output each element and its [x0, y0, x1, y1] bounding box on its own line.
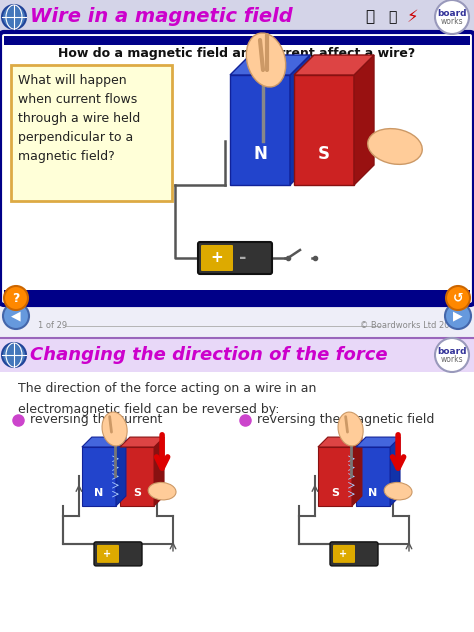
Ellipse shape	[368, 129, 422, 164]
FancyBboxPatch shape	[0, 0, 474, 34]
FancyBboxPatch shape	[120, 447, 154, 506]
FancyBboxPatch shape	[333, 545, 355, 563]
Text: Wire in a magnetic field: Wire in a magnetic field	[30, 8, 293, 27]
Circle shape	[435, 338, 469, 372]
FancyBboxPatch shape	[330, 542, 378, 566]
Text: 📖: 📖	[365, 9, 374, 25]
FancyBboxPatch shape	[82, 447, 116, 506]
Text: ⚡: ⚡	[406, 8, 418, 26]
Circle shape	[435, 0, 469, 34]
Circle shape	[2, 5, 26, 29]
Text: How do a magnetic field and current affect a wire?: How do a magnetic field and current affe…	[58, 47, 416, 61]
FancyBboxPatch shape	[0, 32, 474, 305]
Circle shape	[445, 303, 471, 329]
Ellipse shape	[246, 33, 286, 87]
Text: Changing the direction of the force: Changing the direction of the force	[30, 346, 388, 364]
Circle shape	[3, 303, 29, 329]
Polygon shape	[352, 437, 362, 506]
FancyBboxPatch shape	[97, 545, 119, 563]
FancyBboxPatch shape	[11, 65, 172, 201]
Text: reversing the magnetic field: reversing the magnetic field	[257, 413, 434, 427]
Ellipse shape	[102, 412, 127, 446]
Ellipse shape	[148, 482, 176, 500]
Polygon shape	[354, 55, 374, 185]
Text: ?: ?	[12, 291, 20, 305]
Polygon shape	[154, 437, 164, 506]
Text: ◀: ◀	[11, 310, 21, 322]
Text: board: board	[437, 346, 467, 355]
FancyBboxPatch shape	[230, 75, 290, 185]
Circle shape	[446, 286, 470, 310]
Text: ↺: ↺	[453, 291, 463, 305]
FancyBboxPatch shape	[4, 36, 470, 45]
Text: reversing the current: reversing the current	[30, 413, 163, 427]
Text: © Boardworks Ltd 2007: © Boardworks Ltd 2007	[360, 322, 460, 331]
FancyBboxPatch shape	[0, 338, 474, 632]
FancyBboxPatch shape	[94, 542, 142, 566]
FancyBboxPatch shape	[201, 245, 233, 271]
Text: +: +	[210, 250, 223, 265]
Text: N: N	[368, 488, 378, 498]
Text: works: works	[441, 16, 463, 25]
FancyBboxPatch shape	[0, 338, 474, 372]
Text: S: S	[331, 488, 339, 498]
Text: board: board	[437, 8, 467, 18]
Polygon shape	[230, 55, 310, 75]
FancyBboxPatch shape	[294, 75, 354, 185]
Ellipse shape	[338, 412, 363, 446]
Text: ▶: ▶	[453, 310, 463, 322]
FancyBboxPatch shape	[318, 447, 352, 506]
Polygon shape	[82, 437, 126, 447]
Text: -: -	[239, 249, 247, 267]
FancyBboxPatch shape	[4, 290, 470, 306]
FancyBboxPatch shape	[198, 242, 272, 274]
Polygon shape	[294, 55, 374, 75]
Circle shape	[2, 343, 26, 367]
Text: The direction of the force acting on a wire in an
electromagnetic field can be r: The direction of the force acting on a w…	[18, 382, 316, 416]
Text: S: S	[133, 488, 141, 498]
Text: S: S	[318, 145, 330, 163]
Text: N: N	[94, 488, 104, 498]
Text: works: works	[441, 355, 463, 363]
Text: N: N	[253, 145, 267, 163]
Polygon shape	[356, 437, 400, 447]
Polygon shape	[116, 437, 126, 506]
Polygon shape	[390, 437, 400, 506]
Text: 1 of 29: 1 of 29	[38, 322, 67, 331]
Circle shape	[4, 286, 28, 310]
Polygon shape	[120, 437, 164, 447]
Text: +: +	[103, 549, 111, 559]
FancyBboxPatch shape	[356, 447, 390, 506]
Ellipse shape	[384, 482, 412, 500]
Polygon shape	[318, 437, 362, 447]
Text: +: +	[339, 549, 347, 559]
Polygon shape	[290, 55, 310, 185]
Text: 🥽: 🥽	[388, 10, 396, 24]
Text: What will happen
when current flows
through a wire held
perpendicular to a
magne: What will happen when current flows thro…	[18, 74, 140, 163]
